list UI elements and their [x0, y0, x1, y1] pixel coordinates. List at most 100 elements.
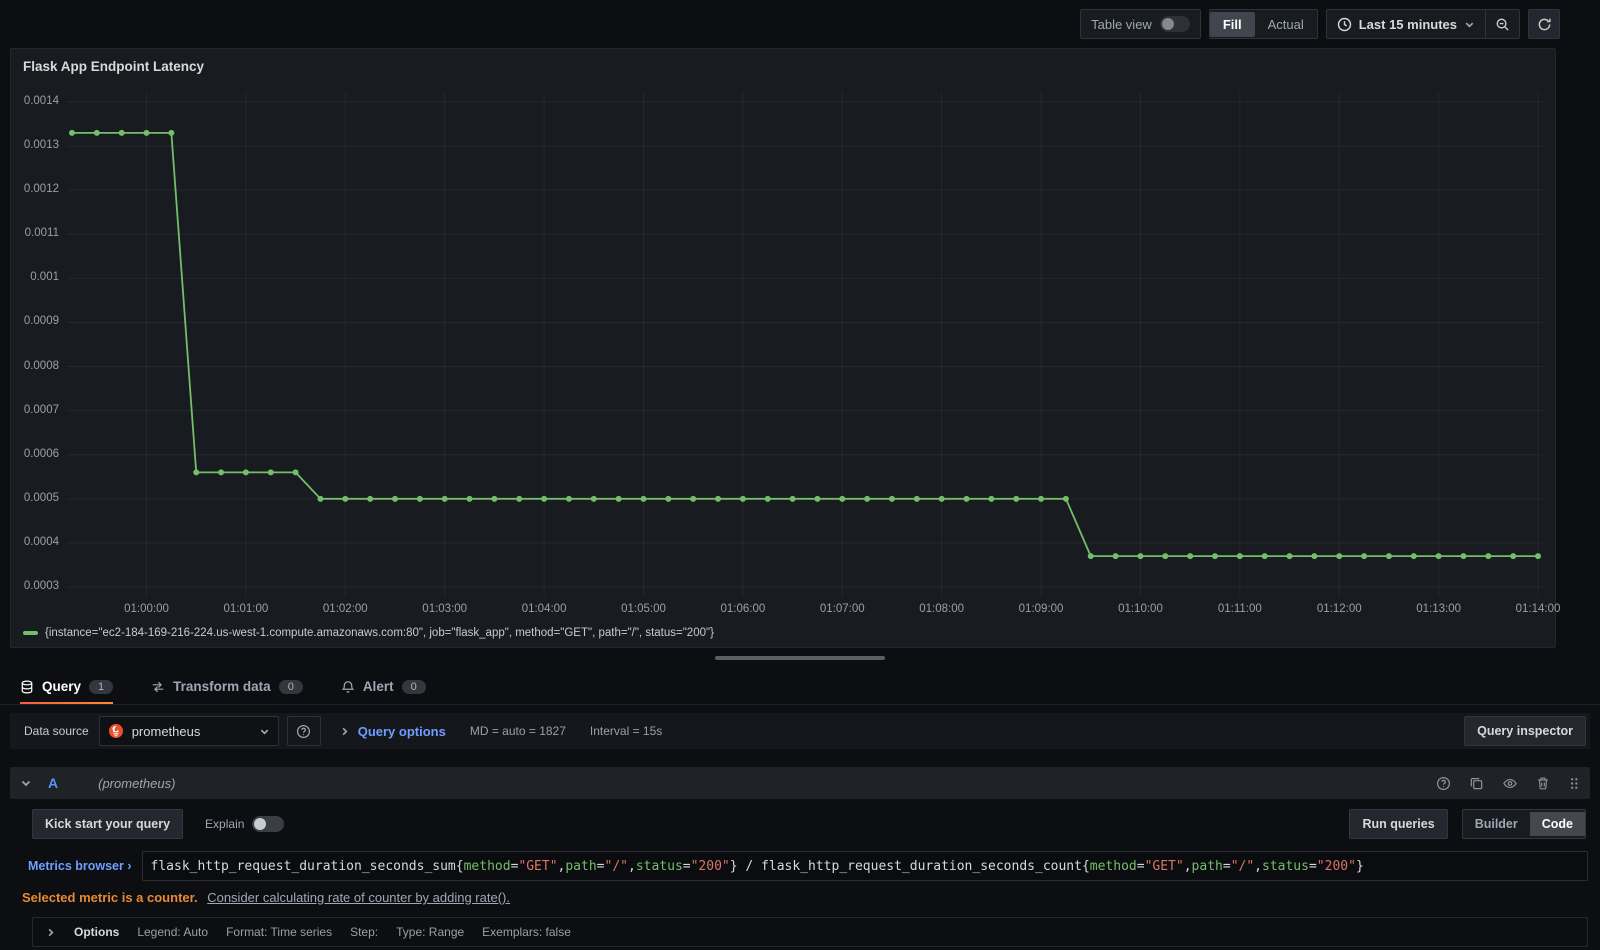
chevron-down-icon	[260, 729, 268, 735]
bell-icon	[341, 680, 355, 693]
y-tick-label: 0.0005	[23, 491, 59, 504]
copy-icon	[1470, 777, 1483, 789]
chart-svg[interactable]	[67, 92, 1543, 597]
tab-alert-label: Alert	[362, 679, 394, 694]
question-circle-icon	[1436, 776, 1451, 790]
clock-icon	[1337, 17, 1351, 31]
explain-control: Explain	[205, 816, 285, 832]
magnifier-minus-icon	[1496, 18, 1509, 31]
datasource-row: Data source prometheus Query options MD …	[10, 713, 1590, 749]
trash-icon	[1538, 777, 1548, 789]
editor-tabs: Query 1 Transform data 0 Alert 0	[0, 668, 1600, 705]
drag-handle[interactable]	[1568, 776, 1580, 791]
x-tick-label: 01:02:00	[322, 603, 368, 615]
duplicate-query-button[interactable]	[1469, 776, 1484, 791]
query-expression-input[interactable]: flask_http_request_duration_seconds_sum{…	[141, 851, 1588, 881]
plot-area: 0.0014 0.0013 0.0012 0.0011 0.001 0.0009 0.000…	[24, 92, 1560, 615]
datasource-picker[interactable]: prometheus	[98, 716, 279, 746]
disable-query-button[interactable]	[1502, 776, 1518, 791]
time-range-picker[interactable]: Last 15 minutes	[1327, 10, 1485, 38]
y-tick-label: 0.0007	[23, 403, 59, 416]
query-editor-section: Query 1 Transform data 0 Alert 0 Data so…	[0, 668, 1600, 947]
actual-option[interactable]: Actual	[1267, 16, 1304, 32]
interval-text: Interval = 15s	[589, 724, 663, 738]
x-tick-label: 01:00:00	[124, 603, 169, 615]
table-view-label: Table view	[1091, 16, 1152, 32]
table-view-control: Table view	[1080, 9, 1201, 39]
builder-option[interactable]: Builder	[1474, 817, 1518, 831]
y-tick-label: 0.0011	[24, 227, 59, 240]
y-tick-label: 0.0006	[23, 447, 59, 460]
grip-dots-icon	[1571, 777, 1578, 789]
zoom-out-button[interactable]	[1485, 10, 1519, 38]
legend-label[interactable]: {instance="ec2-184-169-216-224.us-west-1…	[45, 627, 714, 639]
query-options-expander[interactable]: Query options	[339, 724, 446, 739]
tab-transform-badge: 0	[278, 679, 303, 694]
fill-actual-switch: Fill Actual	[1208, 9, 1318, 39]
query-options-summary: Options Legend: Auto Format: Time series S…	[32, 917, 1588, 947]
option-summary-item: Exemplars: false	[482, 925, 571, 939]
promql-editor-row: Metrics browser › flask_http_request_dur…	[22, 851, 1588, 881]
query-inspector-button[interactable]: Query inspector	[1464, 716, 1586, 746]
builder-code-switch: Builder Code	[1461, 809, 1586, 839]
chevron-right-icon	[342, 727, 348, 735]
x-tick-label: 01:08:00	[919, 603, 965, 615]
y-axis: 0.0014 0.0013 0.0012 0.0011 0.001 0.0009 0.000…	[11, 92, 59, 597]
chevron-down-icon	[1465, 22, 1474, 28]
run-queries-button[interactable]: Run queries	[1349, 809, 1448, 839]
splitter-handle[interactable]	[715, 656, 885, 660]
option-summary-item: Step:	[350, 925, 379, 939]
x-tick-label: 01:05:00	[621, 603, 666, 615]
toggle-knob	[1161, 18, 1174, 30]
table-view-toggle[interactable]	[1159, 16, 1190, 32]
y-tick-label: 0.001	[30, 271, 59, 284]
tab-transform-data[interactable]: Transform data 0	[151, 679, 303, 704]
fill-option[interactable]: Fill	[1209, 11, 1255, 37]
y-tick-label: 0.0009	[23, 315, 59, 328]
time-controls: Last 15 minutes	[1325, 9, 1520, 39]
tab-query[interactable]: Query 1	[20, 679, 114, 704]
y-tick-label: 0.0004	[23, 535, 59, 548]
panel-title: Flask App Endpoint Latency	[23, 59, 205, 74]
x-axis: 01:00:00 01:01:00 01:02:00 01:03:00 01:04:00…	[67, 603, 1560, 619]
time-range-label: Last 15 minutes	[1358, 16, 1457, 32]
refresh-button[interactable]	[1528, 9, 1560, 39]
top-toolbar: Table view Fill Actual Last 15 minutes	[0, 0, 1600, 48]
code-option[interactable]: Code	[1529, 812, 1585, 836]
toggle-knob	[254, 818, 267, 830]
y-tick-label: 0.0008	[23, 359, 59, 372]
y-tick-label: 0.0014	[23, 95, 59, 107]
options-label[interactable]: Options	[74, 925, 120, 939]
x-tick-label: 01:07:00	[819, 603, 865, 615]
x-tick-label: 01:06:00	[720, 603, 766, 615]
options-expander-icon[interactable]	[45, 927, 56, 938]
kick-start-query-button[interactable]: Kick start your query	[32, 809, 184, 839]
prometheus-icon	[108, 724, 123, 738]
datasource-help-button[interactable]	[286, 716, 321, 746]
datasource-label: Data source	[24, 724, 89, 738]
tab-query-badge: 1	[89, 679, 114, 694]
x-tick-label: 01:12:00	[1316, 603, 1362, 615]
query-card: A (prometheus) Kick start your query Exp…	[10, 767, 1590, 947]
pane-splitter	[0, 648, 1600, 668]
eye-icon	[1503, 778, 1517, 788]
warning-hint-link[interactable]: Consider calculating rate of counter by …	[207, 890, 510, 905]
remove-query-button[interactable]	[1536, 776, 1550, 791]
metrics-browser-button[interactable]: Metrics browser ›	[28, 859, 132, 873]
y-tick-label: 0.0012	[23, 183, 59, 196]
explain-label: Explain	[205, 817, 245, 831]
collapse-query-icon[interactable]	[20, 777, 32, 789]
query-actions	[1436, 776, 1580, 791]
tab-alert[interactable]: Alert 0	[341, 679, 426, 704]
x-tick-label: 01:04:00	[521, 603, 567, 615]
x-tick-label: 01:11:00	[1217, 603, 1262, 615]
transform-icon	[152, 681, 164, 692]
query-options-label: Query options	[357, 723, 446, 739]
datasource-value: prometheus	[131, 723, 201, 739]
query-help-button[interactable]	[1436, 776, 1451, 791]
database-icon	[21, 680, 33, 693]
explain-toggle[interactable]	[252, 816, 285, 832]
x-tick-label: 01:10:00	[1118, 603, 1163, 615]
query-ref-id[interactable]: A	[48, 775, 59, 791]
